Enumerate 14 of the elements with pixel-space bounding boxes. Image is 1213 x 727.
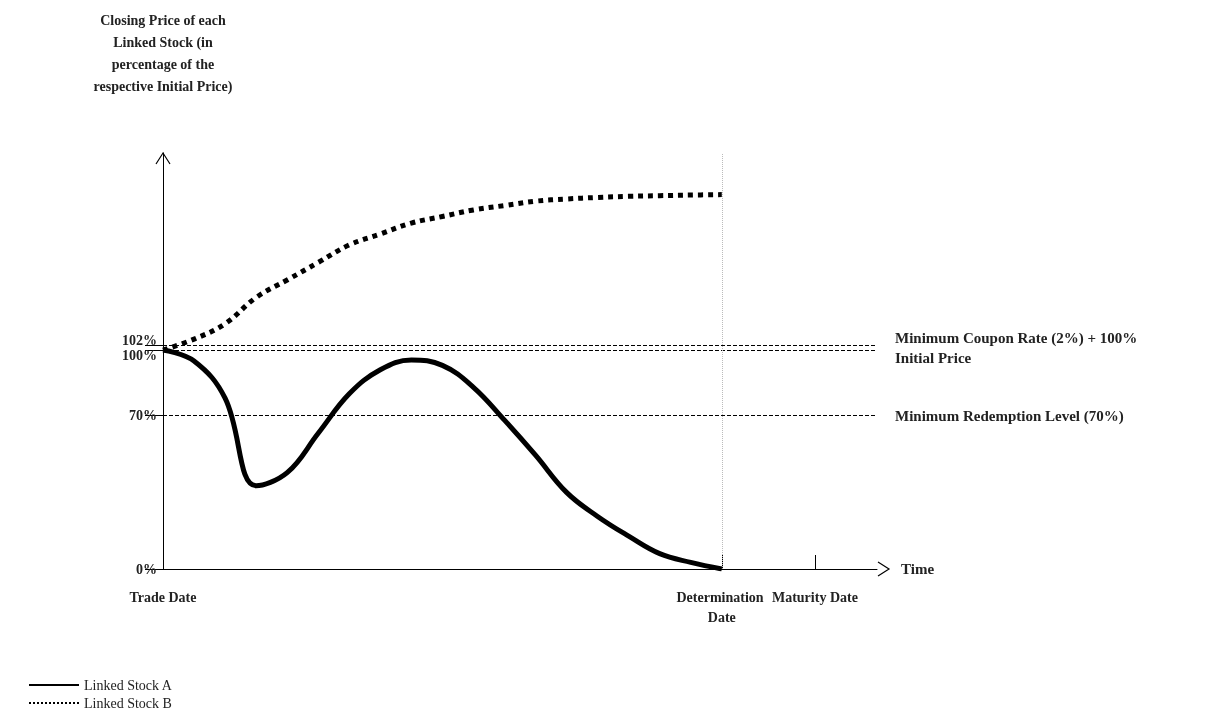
ref-line-label: Minimum Redemption Level (70%) (895, 407, 1124, 425)
x-axis-title: Time (901, 561, 935, 577)
y-tick-label: 0% (136, 561, 157, 577)
y-tick-label: 70% (129, 408, 157, 424)
ref-line-label: Initial Price (895, 349, 972, 366)
x-tick-label: Maturity Date (771, 589, 858, 605)
ref-line-label: Minimum Coupon Rate (2%) + 100% (895, 330, 1138, 348)
legend-label: Linked Stock B (84, 695, 172, 711)
x-tick-label: Determination Date (676, 589, 768, 625)
x-tick-label: Trade Date (129, 589, 197, 605)
y-axis-title: Closing Price of each Linked Stock (in percentage of the respective Initial Price) (92, 12, 234, 96)
y-tick-label: 100% (122, 348, 157, 364)
y-tick-label: 102% (122, 332, 157, 348)
legend-label: Linked Stock A (84, 677, 173, 693)
